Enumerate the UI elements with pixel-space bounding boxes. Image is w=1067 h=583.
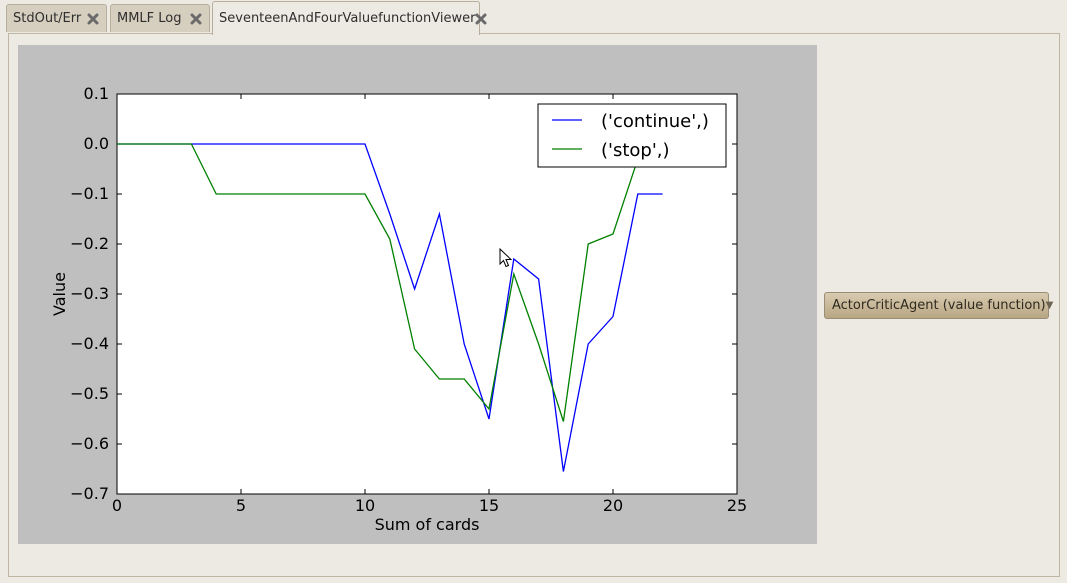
series-line-stop xyxy=(117,143,639,422)
series-line-continue xyxy=(117,143,663,472)
x-tick-label: 10 xyxy=(355,496,375,515)
y-tick-label: 0.0 xyxy=(84,134,109,153)
x-tick-label: 20 xyxy=(603,496,623,515)
y-axis-label: Value xyxy=(50,272,69,316)
legend-label: ('continue',) xyxy=(601,111,709,132)
close-icon[interactable] xyxy=(189,12,203,26)
y-tick-label: −0.4 xyxy=(70,334,109,353)
legend-label: ('stop',) xyxy=(601,140,670,161)
dropdown-selected-value: ActorCriticAgent (value function) xyxy=(832,298,1046,313)
x-tick-label: 25 xyxy=(727,496,747,515)
close-icon[interactable] xyxy=(475,12,487,26)
value-function-figure: 0 5 10 15 20 25 0.1 0.0 −0.1 −0.2 −0.3 −0.4 −0.5 −0.6… xyxy=(18,45,817,544)
tab-mmlf-log[interactable]: MMLF Log xyxy=(110,4,210,32)
value-function-chart: 0 5 10 15 20 25 0.1 0.0 −0.1 −0.2 −0.3 −0.4 −0.5 −0.6… xyxy=(50,84,747,534)
y-tick-label: −0.2 xyxy=(70,234,109,253)
tab-label: SeventeenAndFourValuefunctionViewer xyxy=(219,11,476,26)
tab-seventeen-and-four-valuefunction-viewer[interactable]: SeventeenAndFourValuefunctionViewer xyxy=(212,1,487,35)
agent-select-dropdown[interactable]: ActorCriticAgent (value function) ▼ xyxy=(824,292,1053,319)
y-tick-label: 0.1 xyxy=(84,84,109,103)
mouse-pointer-icon xyxy=(499,248,513,268)
x-tick-label: 5 xyxy=(236,496,246,515)
y-tick-label: −0.1 xyxy=(70,184,109,203)
y-tick-label: −0.3 xyxy=(70,284,109,303)
y-tick-label: −0.5 xyxy=(70,384,109,403)
chevron-down-icon[interactable]: ▼ xyxy=(1045,300,1054,311)
x-tick-label: 15 xyxy=(479,496,499,515)
x-tick-label: 0 xyxy=(112,496,122,515)
tab-stdout-err[interactable]: StdOut/Err xyxy=(6,4,107,32)
y-tick-label: −0.7 xyxy=(70,484,109,503)
tab-bar: StdOut/Err MMLF Log SeventeenAndFourValu… xyxy=(0,0,1067,35)
x-axis-label: Sum of cards xyxy=(375,515,480,534)
y-tick-label: −0.6 xyxy=(70,434,109,453)
tab-label: StdOut/Err xyxy=(13,11,82,26)
tab-label: MMLF Log xyxy=(117,11,182,26)
legend-box xyxy=(537,103,727,168)
close-icon[interactable] xyxy=(86,12,100,26)
